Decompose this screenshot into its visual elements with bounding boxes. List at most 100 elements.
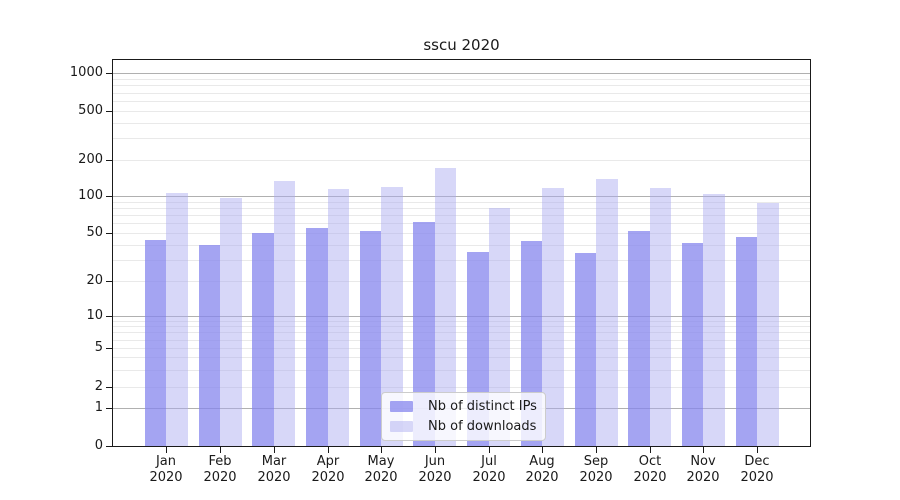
bar-downloads-dec — [757, 203, 779, 446]
legend-swatch-downloads — [390, 421, 413, 432]
y-tick-mark — [106, 408, 113, 409]
x-tick-label-mar: Mar 2020 — [257, 454, 291, 485]
x-tick-mark — [542, 447, 543, 453]
x-tick-mark — [596, 447, 597, 453]
legend: Nb of distinct IPs Nb of downloads — [381, 392, 546, 441]
x-tick-mark — [220, 447, 221, 453]
bar-downloads-sep — [596, 178, 618, 446]
bar-distinct-ips-may — [359, 230, 382, 446]
minor-gridline — [113, 260, 810, 261]
bar-downloads-jul — [488, 207, 511, 446]
x-tick-mark — [328, 447, 329, 453]
bar-downloads-may — [381, 187, 403, 446]
x-tick-label-nov: Nov 2020 — [686, 454, 720, 485]
bar-downloads-feb — [220, 198, 242, 446]
y-tick-mark — [106, 196, 113, 197]
minor-gridline — [113, 208, 810, 209]
x-tick-mark — [274, 447, 275, 453]
y-tick-mark — [106, 316, 113, 317]
bar-distinct-ips-mar — [252, 233, 274, 446]
y-tick-mark — [106, 281, 113, 282]
x-tick-label-aug: Aug 2020 — [525, 454, 559, 485]
minor-gridline — [113, 160, 810, 161]
y-tick-label: 2 — [94, 379, 103, 394]
minor-gridline — [113, 326, 810, 327]
x-tick-mark — [166, 447, 167, 453]
legend-label-downloads: Nb of downloads — [428, 419, 537, 434]
chart-title: sscu 2020 — [423, 36, 500, 54]
y-tick-mark — [106, 446, 113, 447]
bar-downloads-mar — [273, 180, 296, 446]
x-tick-label-feb: Feb 2020 — [203, 454, 237, 485]
legend-item-downloads: Nb of downloads — [390, 418, 537, 435]
y-tick-label: 200 — [78, 152, 103, 167]
y-tick-label: 1000 — [69, 65, 103, 80]
bar-distinct-ips-nov — [681, 243, 704, 446]
bar-downloads-nov — [703, 193, 725, 446]
x-tick-label-apr: Apr 2020 — [311, 454, 345, 485]
minor-gridline — [113, 321, 810, 322]
x-tick-label-may: May 2020 — [364, 454, 398, 485]
minor-gridline — [113, 79, 810, 80]
y-tick-label: 500 — [78, 103, 103, 118]
x-tick-mark — [381, 447, 382, 453]
y-tick-label: 10 — [86, 308, 103, 323]
legend-label-distinct-ips: Nb of distinct IPs — [428, 399, 537, 414]
x-tick-mark — [435, 447, 436, 453]
minor-gridline — [113, 111, 810, 112]
y-tick-mark — [106, 233, 113, 234]
minor-gridline — [113, 202, 810, 203]
minor-gridline — [113, 281, 810, 282]
minor-gridline — [113, 348, 810, 349]
y-tick-mark — [106, 73, 113, 74]
bar-distinct-ips-feb — [198, 244, 221, 446]
minor-gridline — [113, 370, 810, 371]
x-tick-label-jun: Jun 2020 — [418, 454, 452, 485]
x-tick-label-jul: Jul 2020 — [472, 454, 506, 485]
minor-gridline — [113, 387, 810, 388]
x-tick-label-dec: Dec 2020 — [740, 454, 774, 485]
legend-swatch-distinct-ips — [390, 401, 413, 412]
x-tick-mark — [703, 447, 704, 453]
y-tick-label: 0 — [94, 438, 103, 453]
minor-gridline — [113, 85, 810, 86]
minor-gridline — [113, 233, 810, 234]
y-tick-mark — [106, 111, 113, 112]
minor-gridline — [113, 123, 810, 124]
minor-gridline — [113, 245, 810, 246]
major-gridline — [113, 73, 810, 74]
plot-area: Nb of distinct IPs Nb of downloads — [112, 59, 811, 447]
bar-distinct-ips-jan — [144, 239, 167, 446]
bar-distinct-ips-dec — [735, 237, 758, 446]
x-tick-mark — [489, 447, 490, 453]
bar-downloads-jun — [434, 167, 457, 446]
grid-layer — [113, 60, 810, 446]
x-tick-label-sep: Sep 2020 — [579, 454, 613, 485]
y-tick-label: 1 — [94, 400, 103, 415]
bar-distinct-ips-oct — [628, 230, 650, 446]
bars-layer — [113, 60, 810, 446]
bar-downloads-oct — [649, 188, 672, 446]
bar-distinct-ips-sep — [574, 253, 596, 446]
minor-gridline — [113, 357, 810, 358]
minor-gridline — [113, 340, 810, 341]
minor-gridline — [113, 215, 810, 216]
bar-downloads-apr — [327, 189, 349, 446]
y-tick-mark — [106, 387, 113, 388]
y-tick-mark — [106, 348, 113, 349]
minor-gridline — [113, 223, 810, 224]
x-tick-label-jan: Jan 2020 — [149, 454, 183, 485]
legend-item-distinct-ips: Nb of distinct IPs — [390, 398, 537, 415]
major-gridline — [113, 316, 810, 317]
bar-downloads-jan — [166, 193, 188, 446]
minor-gridline — [113, 101, 810, 102]
y-tick-label: 20 — [86, 273, 103, 288]
minor-gridline — [113, 332, 810, 333]
y-tick-mark — [106, 160, 113, 161]
major-gridline — [113, 196, 810, 197]
x-tick-label-oct: Oct 2020 — [633, 454, 667, 485]
bar-distinct-ips-jun — [413, 221, 435, 446]
bar-distinct-ips-apr — [306, 227, 328, 446]
x-tick-mark — [757, 447, 758, 453]
